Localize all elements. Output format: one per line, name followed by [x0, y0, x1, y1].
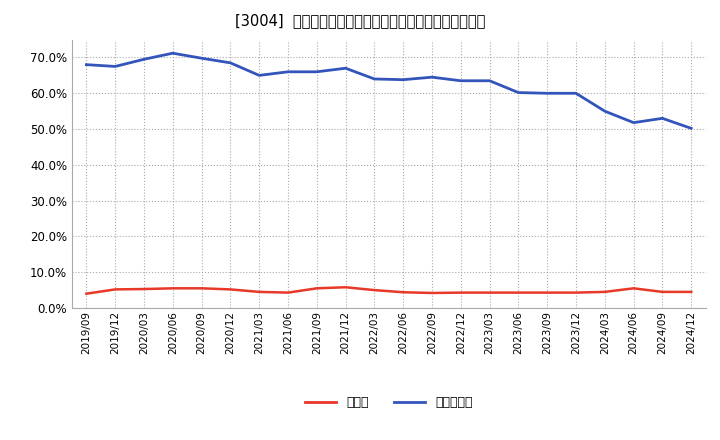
Legend: 現預金, 有利子負債: 現預金, 有利子負債 [300, 392, 477, 414]
Text: [3004]  現預金、有利子負債の総資産に対する比率の推移: [3004] 現預金、有利子負債の総資産に対する比率の推移 [235, 13, 485, 28]
